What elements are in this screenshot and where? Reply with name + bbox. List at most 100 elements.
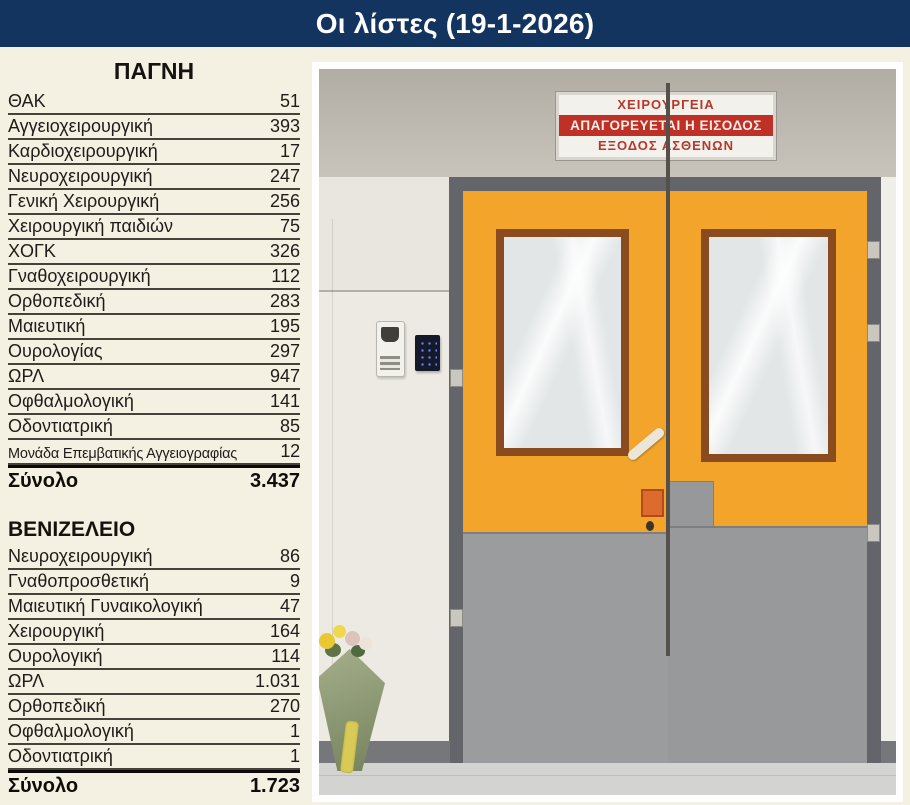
door-right-window	[701, 229, 836, 462]
row-value: 393	[269, 116, 300, 136]
row-value: 270	[269, 696, 300, 716]
table-total-row: Σύνολο 1.723	[8, 770, 300, 800]
bouquet-flower	[359, 637, 372, 650]
page-title: Οι λίστες (19-1-2026)	[315, 7, 595, 39]
row-value: 86	[279, 546, 300, 566]
row-label: ΧΟΓΚ	[8, 241, 56, 261]
table-venizeleio: ΒΕΝΙΖΕΛΕΙΟ Νευροχειρουργική 86 Γναθοπροσθε…	[8, 515, 300, 800]
table-row: Οφθαλμολογική 141	[8, 390, 300, 415]
row-label: Μαιευτική	[8, 316, 86, 336]
hinge-icon	[867, 241, 880, 259]
row-value: 1	[289, 746, 300, 766]
hinge-icon	[867, 324, 880, 342]
row-label: Γναθοπροσθετική	[8, 571, 150, 591]
row-label: Ουρολογίας	[8, 341, 103, 361]
table-row: Γναθοχειρουργική 112	[8, 265, 300, 290]
row-label: Ουρολογική	[8, 646, 103, 666]
table-row: Ορθοπεδική 283	[8, 290, 300, 315]
row-value: 195	[269, 316, 300, 336]
total-label: Σύνολο	[8, 775, 79, 797]
floor-tile-line	[319, 775, 896, 776]
access-keypad	[415, 335, 440, 371]
hinge-icon	[450, 369, 463, 387]
row-value: 256	[269, 191, 300, 211]
bouquet-flower	[333, 625, 346, 638]
row-label: Χειρουργική	[8, 621, 105, 641]
table-total-row: Σύνολο 3.437	[8, 465, 300, 495]
door-lock	[646, 521, 654, 531]
table-row: ΘΑΚ 51	[8, 90, 300, 115]
small-orange-sign	[641, 489, 664, 517]
row-value: 85	[279, 416, 300, 436]
row-value: 114	[271, 646, 300, 666]
row-label: Νευροχειρουργική	[8, 546, 153, 566]
table-row: Καρδιοχειρουργική 17	[8, 140, 300, 165]
total-label: Σύνολο	[8, 470, 79, 492]
row-value: 47	[279, 596, 300, 616]
table-row: ΩΡΛ 947	[8, 365, 300, 390]
table-title-venizeleio: ΒΕΝΙΖΕΛΕΙΟ	[8, 518, 136, 541]
row-label: ΩΡΛ	[8, 366, 45, 386]
row-value: 326	[269, 241, 300, 261]
table-row: Ουρολογίας 297	[8, 340, 300, 365]
row-value: 247	[269, 166, 300, 186]
flower-bouquet	[319, 625, 389, 775]
table-row: Χειρουργική 164	[8, 620, 300, 645]
door-photo: ΧΕΙΡΟΥΡΓΕΙΑ ΑΠΑΓΟΡΕΥΕΤΑΙ Η ΕΙΣΟΔΟΣ ΕΞΟΔΟ…	[312, 62, 903, 802]
floor	[319, 763, 896, 795]
card-reader-label	[380, 356, 400, 370]
door-left	[463, 191, 668, 764]
table-row: Νευροχειρουργική 86	[8, 545, 300, 570]
row-label: Αγγειοχειρουργική	[8, 116, 154, 136]
table-row: Χειρουργική παιδιών 75	[8, 215, 300, 240]
table-rows-pagni: ΘΑΚ 51 Αγγειοχειρουργική 393 Καρδιοχειρουργι…	[8, 90, 300, 465]
wall-corner-line	[332, 219, 333, 741]
door-left-window	[496, 229, 629, 456]
table-row: Αγγειοχειρουργική 393	[8, 115, 300, 140]
table-row: Μονάδα Επεμβατικής Αγγειογραφίας 12	[8, 440, 300, 465]
row-value: 1.031	[254, 671, 300, 691]
table-row: Γναθοπροσθετική 9	[8, 570, 300, 595]
row-value: 9	[289, 571, 300, 591]
table-row: Μαιευτική 195	[8, 315, 300, 340]
table-rows-venizeleio: Νευροχειρουργική 86 Γναθοπροσθετική 9 Μαιευτ…	[8, 545, 300, 770]
row-label: Καρδιοχειρουργική	[8, 141, 158, 161]
table-title-pagni: ΠΑΓΝΗ	[113, 58, 195, 84]
hinge-icon	[867, 524, 880, 542]
row-label: Οδοντιατρική	[8, 746, 113, 766]
row-label: Οφθαλμολογική	[8, 721, 134, 741]
sign-line-surgeries: ΧΕΙΡΟΥΡΓΕΙΑ	[559, 95, 773, 115]
hinge-icon	[450, 609, 463, 627]
title-bar: Οι λίστες (19-1-2026)	[0, 0, 910, 47]
row-label: Μονάδα Επεμβατικής Αγγειογραφίας	[8, 446, 238, 462]
row-label: Ορθοπεδική	[8, 291, 106, 311]
row-value: 1	[289, 721, 300, 741]
door-right-gray-patch	[669, 481, 714, 530]
door-frame	[449, 177, 881, 764]
total-value: 3.437	[249, 470, 300, 492]
row-label: Γενική Χειρουργική	[8, 191, 160, 211]
door-right	[668, 191, 867, 764]
waiting-lists: ΠΑΓΝΗ ΘΑΚ 51 Αγγειοχειρουργική 393 Καρδιοχει…	[8, 54, 300, 800]
card-reader-device	[376, 321, 405, 377]
table-row: Ουρολογική 114	[8, 645, 300, 670]
table-row: Οδοντιατρική 1	[8, 745, 300, 770]
row-value: 297	[269, 341, 300, 361]
door-right-kickplate	[668, 526, 867, 764]
table-row: Οφθαλμολογική 1	[8, 720, 300, 745]
row-label: Νευροχειρουργική	[8, 166, 153, 186]
baseboard-right	[881, 741, 896, 763]
door-center-gap	[666, 83, 670, 656]
bouquet-flower	[319, 633, 335, 649]
row-value: 112	[271, 266, 300, 286]
keypad-keys	[418, 339, 437, 367]
row-label: ΘΑΚ	[8, 91, 46, 111]
row-value: 283	[269, 291, 300, 311]
total-value: 1.723	[249, 775, 300, 797]
row-value: 12	[280, 441, 300, 461]
row-label: Γναθοχειρουργική	[8, 266, 151, 286]
table-row: Οδοντιατρική 85	[8, 415, 300, 440]
sign-line-patient-exit: ΕΞΟΔΟΣ ΑΣΘΕΝΩΝ	[597, 138, 734, 153]
row-label: ΩΡΛ	[8, 671, 45, 691]
